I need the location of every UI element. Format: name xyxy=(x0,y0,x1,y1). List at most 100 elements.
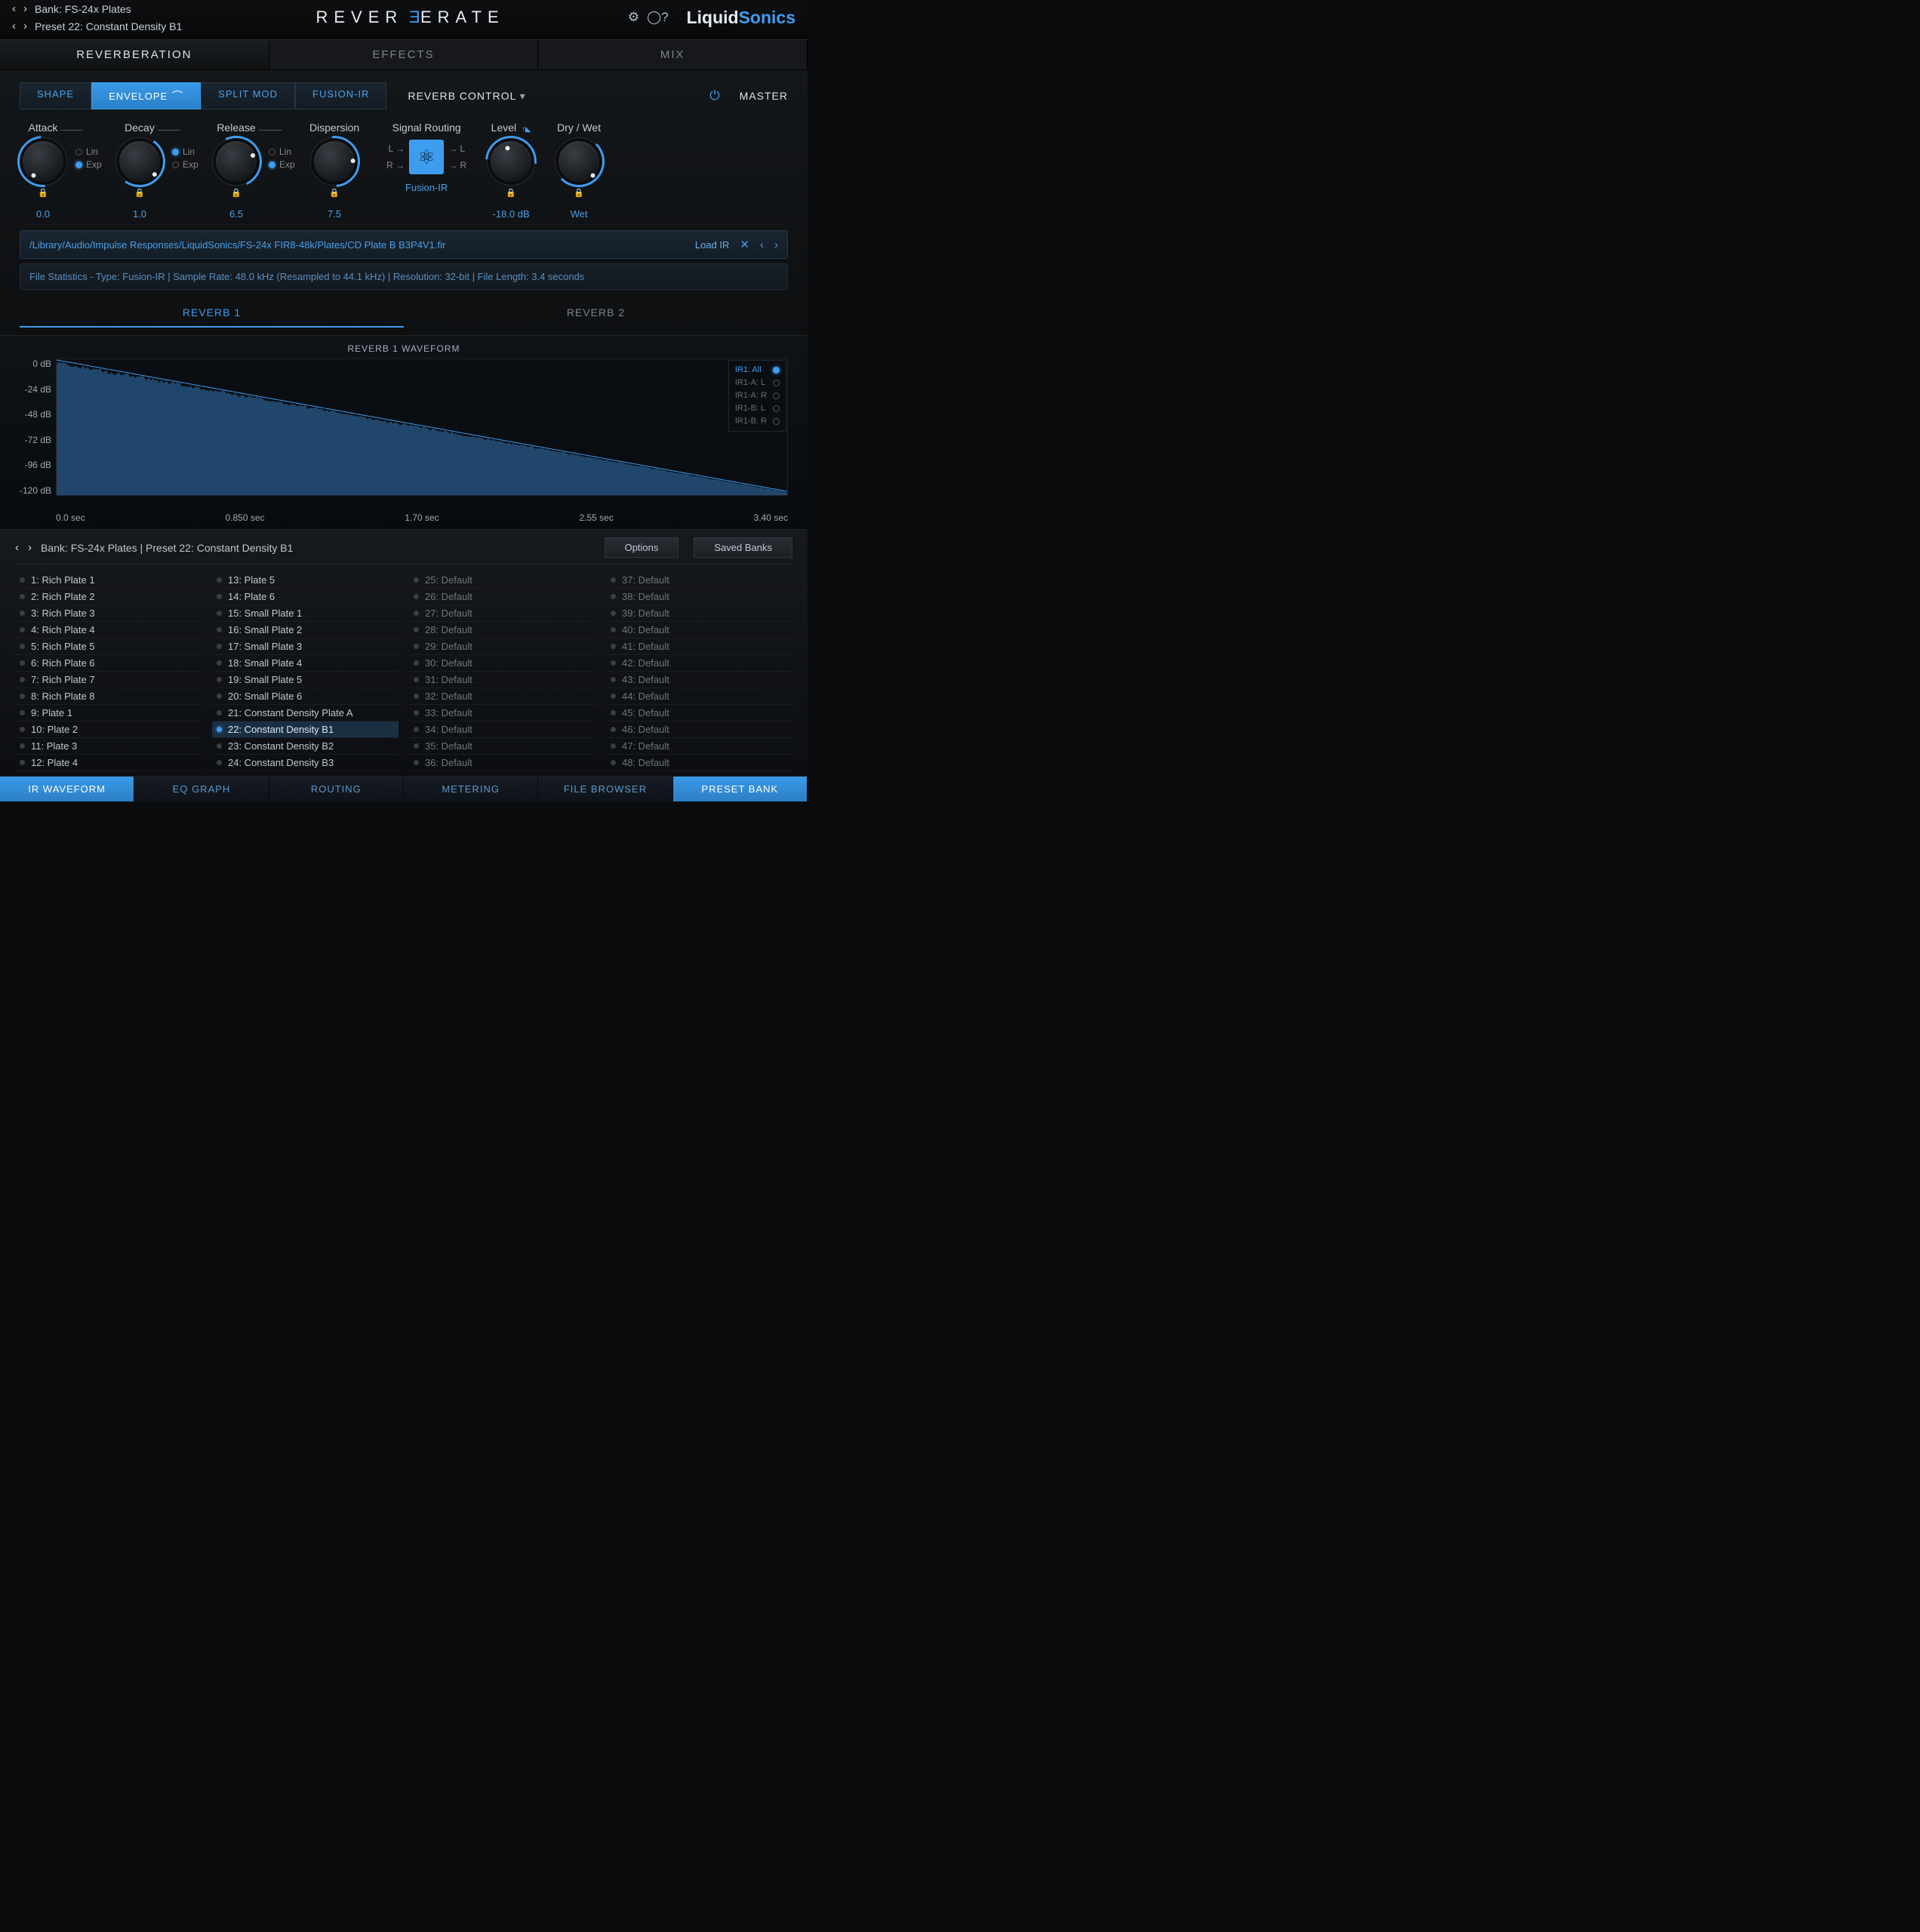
preset-item[interactable]: 7: Rich Plate 7 xyxy=(15,672,202,688)
preset-item[interactable]: 5: Rich Plate 5 xyxy=(15,638,202,655)
bottom-tab-routing[interactable]: ROUTING xyxy=(269,777,404,801)
preset-item[interactable]: 8: Rich Plate 8 xyxy=(15,688,202,705)
ir-prev-icon[interactable]: ‹ xyxy=(760,238,764,251)
preset-item[interactable]: 27: Default xyxy=(409,605,595,622)
preset-item[interactable]: 26: Default xyxy=(409,589,595,605)
bottom-tab-eq-graph[interactable]: EQ GRAPH xyxy=(134,777,269,801)
preset-item[interactable]: 20: Small Plate 6 xyxy=(212,688,398,705)
bottom-tab-preset-bank[interactable]: PRESET BANK xyxy=(673,777,808,801)
preset-item[interactable]: 40: Default xyxy=(606,622,792,638)
routing-diagram[interactable]: L →R →⚛→ L→ R xyxy=(386,140,466,174)
preset-item[interactable]: 3: Rich Plate 3 xyxy=(15,605,202,622)
level-link-icon[interactable]: ↑◣ xyxy=(519,125,531,134)
help-icon[interactable]: ◯? xyxy=(647,10,668,25)
preset-item[interactable]: 32: Default xyxy=(409,688,595,705)
preset-item[interactable]: 14: Plate 6 xyxy=(212,589,398,605)
attack-lock-icon[interactable]: 🔒 xyxy=(38,188,48,198)
preset-header-title[interactable]: Bank: FS-24x Plates | Preset 22: Constan… xyxy=(41,542,293,554)
preset-item[interactable]: 48: Default xyxy=(606,755,792,771)
release-exp-option[interactable]: Exp xyxy=(269,158,295,171)
preset-item[interactable]: 9: Plate 1 xyxy=(15,705,202,721)
sub-tab-split-mod[interactable]: SPLIT MOD xyxy=(201,82,295,109)
release-lin-option[interactable]: Lin xyxy=(269,146,295,158)
preset-item[interactable]: 46: Default xyxy=(606,721,792,738)
preset-item[interactable]: 29: Default xyxy=(409,638,595,655)
preset-item[interactable]: 33: Default xyxy=(409,705,595,721)
load-ir-button[interactable]: Load IR xyxy=(695,239,730,251)
ir-option[interactable]: IR1: All xyxy=(735,364,780,377)
release-value[interactable]: 6.5 xyxy=(229,208,243,220)
main-tab-mix[interactable]: MIX xyxy=(538,40,808,69)
preset-item[interactable]: 45: Default xyxy=(606,705,792,721)
preset-item[interactable]: 37: Default xyxy=(606,572,792,589)
waveform-svg[interactable] xyxy=(56,358,788,496)
decay-exp-option[interactable]: Exp xyxy=(172,158,198,171)
ir-option[interactable]: IR1-B: L xyxy=(735,402,780,415)
ir-option[interactable]: IR1-A: R xyxy=(735,389,780,402)
preset-item[interactable]: 24: Constant Density B3 xyxy=(212,755,398,771)
preset-item[interactable]: 35: Default xyxy=(409,738,595,755)
preset-item[interactable]: 23: Constant Density B2 xyxy=(212,738,398,755)
ir-next-icon[interactable]: › xyxy=(774,238,778,251)
bottom-tab-file-browser[interactable]: FILE BROWSER xyxy=(538,777,672,801)
sub-tab-shape[interactable]: SHAPE xyxy=(20,82,91,109)
routing-atom-icon[interactable]: ⚛ xyxy=(409,140,444,174)
preset-item[interactable]: 10: Plate 2 xyxy=(15,721,202,738)
ir-option[interactable]: IR1-A: L xyxy=(735,377,780,389)
level-knob[interactable] xyxy=(488,138,534,185)
drywet-lock-icon[interactable]: 🔒 xyxy=(574,188,584,198)
attack-value[interactable]: 0.0 xyxy=(36,208,50,220)
preset-next-icon[interactable]: › xyxy=(23,20,27,32)
preset-item[interactable]: 39: Default xyxy=(606,605,792,622)
preset-item[interactable]: 4: Rich Plate 4 xyxy=(15,622,202,638)
drywet-value[interactable]: Wet xyxy=(571,208,588,220)
preset-item[interactable]: 16: Small Plate 2 xyxy=(212,622,398,638)
options-button[interactable]: Options xyxy=(605,537,679,558)
bank-next-icon[interactable]: › xyxy=(23,2,27,15)
release-knob[interactable] xyxy=(213,138,260,185)
main-tab-reverberation[interactable]: REVERBERATION xyxy=(0,40,269,69)
dispersion-value[interactable]: 7.5 xyxy=(328,208,341,220)
attack-knob[interactable] xyxy=(20,138,66,185)
decay-lock-icon[interactable]: 🔒 xyxy=(134,188,145,198)
level-value[interactable]: -18.0 dB xyxy=(493,208,530,220)
bank-label[interactable]: Bank: FS-24x Plates xyxy=(35,3,131,15)
preset-item[interactable]: 47: Default xyxy=(606,738,792,755)
preset-item[interactable]: 6: Rich Plate 6 xyxy=(15,655,202,672)
preset-item[interactable]: 13: Plate 5 xyxy=(212,572,398,589)
reverb-control-dropdown[interactable]: REVERB CONTROL xyxy=(408,90,525,103)
reverb-slot-tab-2[interactable]: REVERB 2 xyxy=(404,299,788,328)
preset-item[interactable]: 38: Default xyxy=(606,589,792,605)
preset-item[interactable]: 12: Plate 4 xyxy=(15,755,202,771)
bank-prev-icon[interactable]: ‹ xyxy=(12,2,16,15)
close-ir-icon[interactable]: ✕ xyxy=(740,238,749,251)
preset-item[interactable]: 31: Default xyxy=(409,672,595,688)
drywet-knob[interactable] xyxy=(555,138,602,185)
bottom-tab-metering[interactable]: METERING xyxy=(404,777,538,801)
preset-item[interactable]: 28: Default xyxy=(409,622,595,638)
decay-knob[interactable] xyxy=(116,138,163,185)
preset-item[interactable]: 21: Constant Density Plate A xyxy=(212,705,398,721)
preset-item[interactable]: 41: Default xyxy=(606,638,792,655)
preset-hdr-next-icon[interactable]: › xyxy=(28,541,32,554)
preset-item[interactable]: 44: Default xyxy=(606,688,792,705)
attack-lin-option[interactable]: Lin xyxy=(75,146,102,158)
preset-item[interactable]: 25: Default xyxy=(409,572,595,589)
preset-item[interactable]: 43: Default xyxy=(606,672,792,688)
preset-item[interactable]: 30: Default xyxy=(409,655,595,672)
preset-item[interactable]: 2: Rich Plate 2 xyxy=(15,589,202,605)
preset-item[interactable]: 36: Default xyxy=(409,755,595,771)
sub-tab-envelope[interactable]: ENVELOPE xyxy=(91,82,201,109)
preset-item[interactable]: 22: Constant Density B1 xyxy=(212,721,398,738)
attack-exp-option[interactable]: Exp xyxy=(75,158,102,171)
reverb-slot-tab-1[interactable]: REVERB 1 xyxy=(20,299,404,328)
ir-option[interactable]: IR1-B: R xyxy=(735,415,780,428)
decay-lin-option[interactable]: Lin xyxy=(172,146,198,158)
preset-item[interactable]: 15: Small Plate 1 xyxy=(212,605,398,622)
preset-item[interactable]: 17: Small Plate 3 xyxy=(212,638,398,655)
preset-item[interactable]: 19: Small Plate 5 xyxy=(212,672,398,688)
main-tab-effects[interactable]: EFFECTS xyxy=(269,40,539,69)
preset-prev-icon[interactable]: ‹ xyxy=(12,20,16,32)
preset-hdr-prev-icon[interactable]: ‹ xyxy=(15,541,19,554)
dispersion-knob[interactable] xyxy=(311,138,358,185)
